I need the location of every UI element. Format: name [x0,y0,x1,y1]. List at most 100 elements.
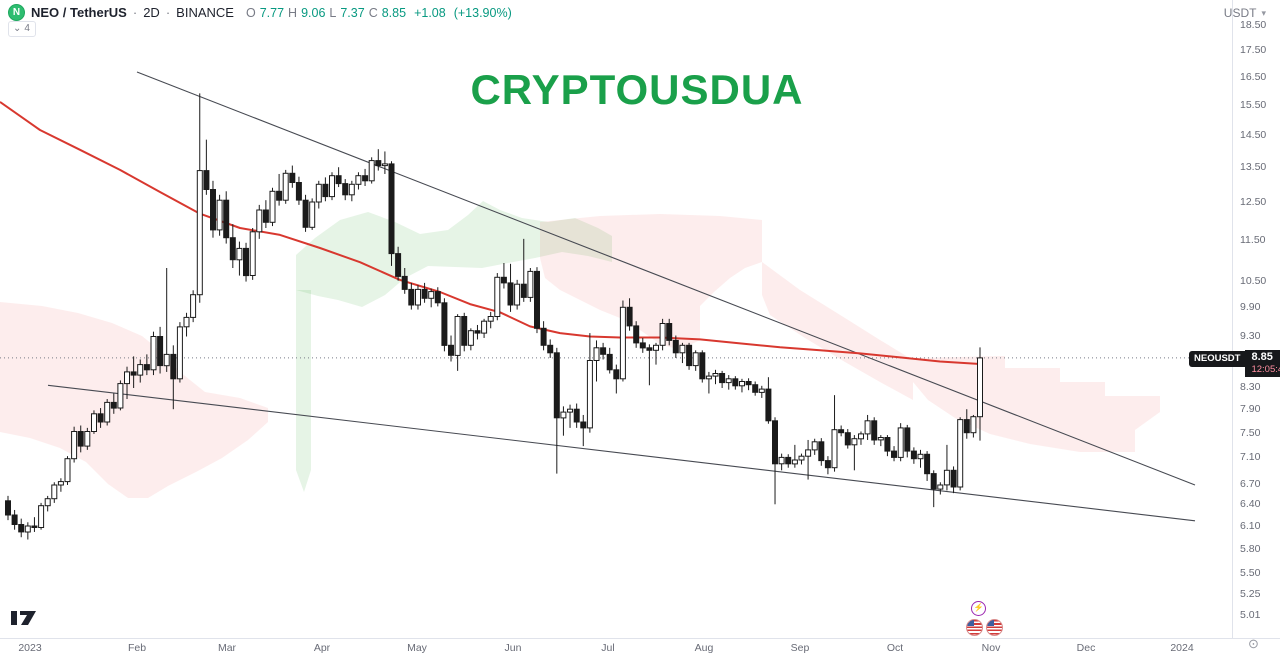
candle[interactable] [805,449,812,457]
candle[interactable] [520,283,527,298]
candle[interactable] [223,199,230,239]
candle[interactable] [309,201,316,228]
candle[interactable] [514,283,521,306]
candle[interactable] [679,344,686,354]
candle[interactable] [315,183,322,203]
candle[interactable] [864,420,871,435]
candle[interactable] [527,270,534,298]
candle[interactable] [739,381,745,387]
candle[interactable] [851,438,858,446]
candle[interactable] [937,484,944,490]
candle[interactable] [917,453,924,460]
candle[interactable] [362,175,369,182]
candle[interactable] [243,247,249,277]
candle[interactable] [838,429,845,434]
candle[interactable] [613,369,620,380]
tradingview-logo-icon[interactable] [10,608,38,628]
candle[interactable] [348,183,355,196]
candle[interactable] [176,326,183,380]
candle[interactable] [633,325,640,344]
candle[interactable] [692,352,699,367]
candle[interactable] [871,420,878,441]
candle[interactable] [719,373,726,384]
candle[interactable] [785,456,792,465]
candle[interactable] [963,419,970,434]
candle[interactable] [150,336,157,371]
candle[interactable] [130,371,137,376]
candle[interactable] [236,247,243,261]
candle[interactable] [97,413,104,423]
candle[interactable] [824,460,831,469]
candle[interactable] [229,237,236,261]
candle[interactable] [666,323,673,341]
candle[interactable] [210,189,216,231]
candle[interactable] [606,353,613,371]
candle[interactable] [262,209,269,223]
candle[interactable] [653,344,659,351]
candle[interactable] [540,327,547,346]
candle[interactable] [705,375,712,380]
candle[interactable] [381,163,388,167]
candle[interactable] [686,344,693,367]
candle[interactable] [57,481,64,486]
candle[interactable] [157,336,164,367]
trendline-upper-descending[interactable] [136,71,1196,486]
candle[interactable] [11,514,18,525]
candle[interactable] [91,413,97,432]
candle[interactable] [586,360,593,429]
candle[interactable] [758,388,765,393]
candle[interactable] [203,170,210,191]
candle[interactable] [51,484,58,500]
candle[interactable] [474,330,481,334]
candle[interactable] [884,437,891,452]
candle[interactable] [408,288,415,306]
candle[interactable] [752,384,759,393]
candle[interactable] [798,455,805,461]
candle[interactable] [725,378,732,384]
candle[interactable] [401,275,408,290]
candle[interactable] [124,371,130,385]
candle[interactable] [190,294,197,318]
candle[interactable] [38,505,45,529]
candle[interactable] [183,316,190,328]
candle[interactable] [289,172,296,184]
candle[interactable] [282,172,289,201]
candle[interactable] [626,306,633,327]
candle[interactable] [302,199,309,228]
candle[interactable] [970,416,977,434]
candle[interactable] [388,163,395,255]
candle[interactable] [137,364,144,376]
candle[interactable] [395,253,402,277]
candle[interactable] [553,352,560,419]
candle[interactable] [322,183,329,198]
candle[interactable] [481,320,488,334]
candle[interactable] [791,459,798,465]
candle[interactable] [448,344,454,356]
exchange-label[interactable]: BINANCE [176,5,234,20]
candle[interactable] [547,344,554,354]
candle[interactable] [560,411,567,419]
candle[interactable] [600,347,607,355]
candle[interactable] [77,431,84,447]
candle[interactable] [216,199,223,231]
candle[interactable] [494,276,501,317]
candle[interactable] [342,183,349,196]
candle[interactable] [924,453,931,475]
candle[interactable] [778,456,785,465]
candle[interactable] [170,353,177,380]
candle[interactable] [950,469,957,488]
candle[interactable] [699,352,706,380]
candle[interactable] [619,306,626,380]
candle[interactable] [593,347,600,361]
candle[interactable] [732,378,739,387]
candle[interactable] [818,441,825,462]
economic-event-flag-icon[interactable] [966,619,983,636]
candle[interactable] [249,231,256,277]
candle[interactable] [421,288,428,299]
candle[interactable] [163,353,170,367]
candle[interactable] [143,364,150,371]
candle[interactable] [745,381,752,386]
candle[interactable] [428,291,435,299]
